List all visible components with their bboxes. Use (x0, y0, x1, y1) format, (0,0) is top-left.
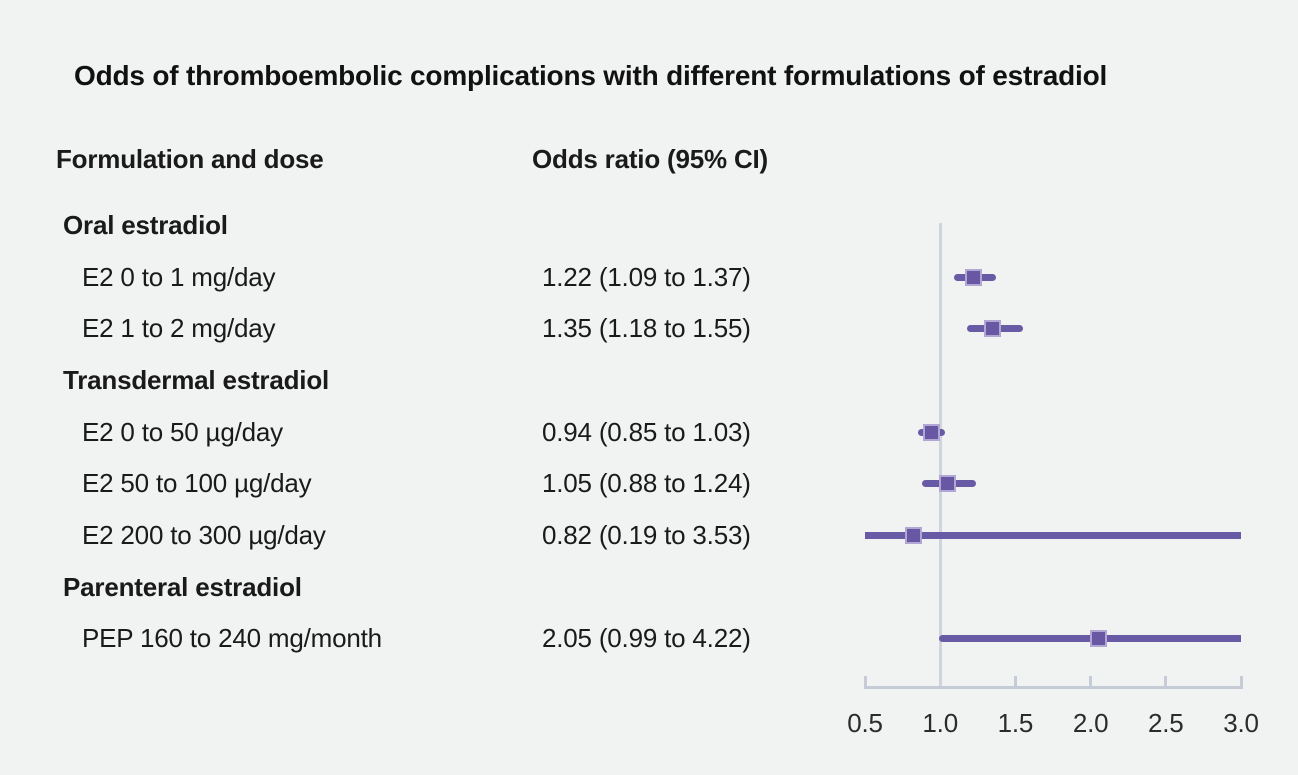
row-e2-0-1-mg: E2 0 to 1 mg/day 1.22 (1.09 to 1.37) (56, 260, 836, 294)
axis-line (863, 686, 1243, 689)
or-marker (984, 319, 1002, 337)
group-label: Parenteral estradiol (63, 572, 302, 602)
axis-tick (1013, 676, 1017, 686)
or-marker (939, 474, 957, 492)
row-label: E2 1 to 2 mg/day (82, 313, 276, 343)
row-e2-50-100-ug: E2 50 to 100 µg/day 1.05 (0.88 to 1.24) (56, 466, 836, 500)
tick-label: 1.5 (997, 708, 1034, 738)
chart-title: Odds of thromboembolic complications wit… (74, 60, 1108, 91)
tick-label: 2.5 (1148, 708, 1184, 738)
row-e2-0-50-ug: E2 0 to 50 µg/day 0.94 (0.85 to 1.03) (56, 415, 836, 449)
column-header-formulation: Formulation and dose (56, 144, 324, 174)
row-e2-200-300-ug: E2 200 to 300 µg/day 0.82 (0.19 to 3.53) (56, 518, 836, 552)
row-label: E2 200 to 300 µg/day (82, 520, 326, 550)
odds-ratio-value: 1.05 (0.88 to 1.24) (542, 468, 751, 498)
row-label: E2 0 to 1 mg/day (82, 262, 276, 292)
odds-ratio-value: 2.05 (0.99 to 4.22) (542, 623, 751, 653)
reference-line (938, 223, 942, 689)
or-marker (964, 268, 982, 286)
tick-label: 0.5 (847, 708, 883, 738)
row-label: E2 50 to 100 µg/day (82, 468, 312, 498)
axis-tick (1164, 676, 1168, 686)
odds-ratio-value: 0.94 (0.85 to 1.03) (542, 417, 751, 447)
row-parenteral-estradiol: Parenteral estradiol (56, 570, 836, 604)
group-label: Oral estradiol (63, 210, 228, 240)
ci-line (865, 531, 1241, 539)
odds-ratio-value: 0.82 (0.19 to 3.53) (542, 520, 751, 550)
or-marker (1089, 629, 1107, 647)
row-e2-1-2-mg: E2 1 to 2 mg/day 1.35 (1.18 to 1.55) (56, 311, 836, 345)
row-pep-160-240-mg: PEP 160 to 240 mg/month 2.05 (0.99 to 4.… (56, 621, 836, 655)
group-label: Transdermal estradiol (63, 365, 330, 395)
row-label: PEP 160 to 240 mg/month (82, 623, 382, 653)
odds-ratio-value: 1.22 (1.09 to 1.37) (542, 262, 751, 292)
axis-tick (1239, 676, 1243, 686)
odds-ratio-value: 1.35 (1.18 to 1.55) (542, 313, 751, 343)
tick-label: 2.0 (1072, 708, 1109, 738)
row-oral-estradiol: Oral estradiol (56, 208, 836, 242)
row-label: E2 0 to 50 µg/day (82, 417, 283, 447)
or-marker (922, 423, 940, 441)
axis-tick (863, 676, 867, 686)
or-marker (904, 526, 922, 544)
column-header-odds-ratio: Odds ratio (95% CI) (532, 144, 769, 174)
axis-tick (1089, 676, 1093, 686)
tick-label: 3.0 (1223, 708, 1259, 738)
row-transdermal-estradiol: Transdermal estradiol (56, 363, 836, 397)
tick-label: 1.0 (922, 708, 958, 738)
